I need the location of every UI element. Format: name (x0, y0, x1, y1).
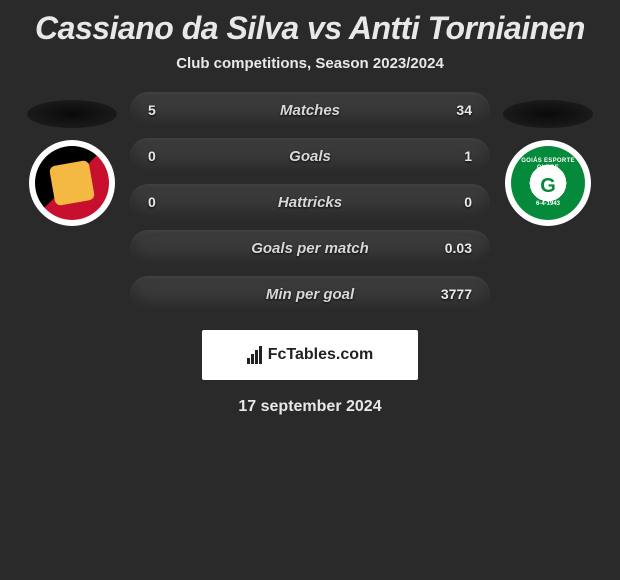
stat-bar-goals-per-match: Goals per match 0.03 (130, 230, 490, 266)
stat-right-value: 34 (442, 102, 472, 118)
right-team-badge: GOIÁS ESPORTE CLUBE G 6-4-1943 (505, 140, 591, 226)
date-line: 17 september 2024 (0, 398, 620, 416)
right-shadow-ellipse (503, 100, 593, 128)
left-badge-inner (35, 146, 109, 220)
stat-right-value: 0 (442, 194, 472, 210)
subtitle: Club competitions, Season 2023/2024 (0, 55, 620, 72)
stat-bars: 5 Matches 34 0 Goals 1 0 Hattricks 0 Goa… (130, 92, 490, 312)
stat-left-value: 0 (148, 148, 178, 164)
left-column (22, 92, 122, 226)
right-badge-ring-top: GOIÁS ESPORTE CLUBE (511, 158, 585, 171)
left-team-badge (29, 140, 115, 226)
stat-label: Goals (289, 148, 331, 165)
left-badge-lion-icon (49, 160, 95, 206)
stat-right-value: 3777 (441, 286, 472, 302)
watermark-text: FcTables.com (268, 346, 374, 364)
stat-right-value: 1 (442, 148, 472, 164)
stat-label: Goals per match (251, 240, 369, 257)
stat-left-value: 0 (148, 194, 178, 210)
watermark: FcTables.com (202, 330, 418, 380)
stat-label: Min per goal (266, 286, 354, 303)
right-badge-ring-bottom: 6-4-1943 (536, 201, 560, 208)
right-column: GOIÁS ESPORTE CLUBE G 6-4-1943 (498, 92, 598, 226)
right-badge-letter-icon: G (540, 175, 556, 197)
stat-right-value: 0.03 (442, 240, 472, 256)
stat-label: Matches (280, 102, 340, 119)
stat-bar-goals: 0 Goals 1 (130, 138, 490, 174)
right-badge-inner: GOIÁS ESPORTE CLUBE G 6-4-1943 (511, 146, 585, 220)
chart-bars-icon (247, 346, 262, 364)
stat-left-value: 5 (148, 102, 178, 118)
stat-label: Hattricks (278, 194, 342, 211)
left-shadow-ellipse (27, 100, 117, 128)
main-row: 5 Matches 34 0 Goals 1 0 Hattricks 0 Goa… (0, 92, 620, 312)
stat-bar-matches: 5 Matches 34 (130, 92, 490, 128)
infographic-root: Cassiano da Silva vs Antti Torniainen Cl… (0, 0, 620, 580)
stat-bar-min-per-goal: Min per goal 3777 (130, 276, 490, 312)
stat-bar-hattricks: 0 Hattricks 0 (130, 184, 490, 220)
right-badge-center: G (533, 171, 563, 201)
page-title: Cassiano da Silva vs Antti Torniainen (0, 10, 620, 47)
